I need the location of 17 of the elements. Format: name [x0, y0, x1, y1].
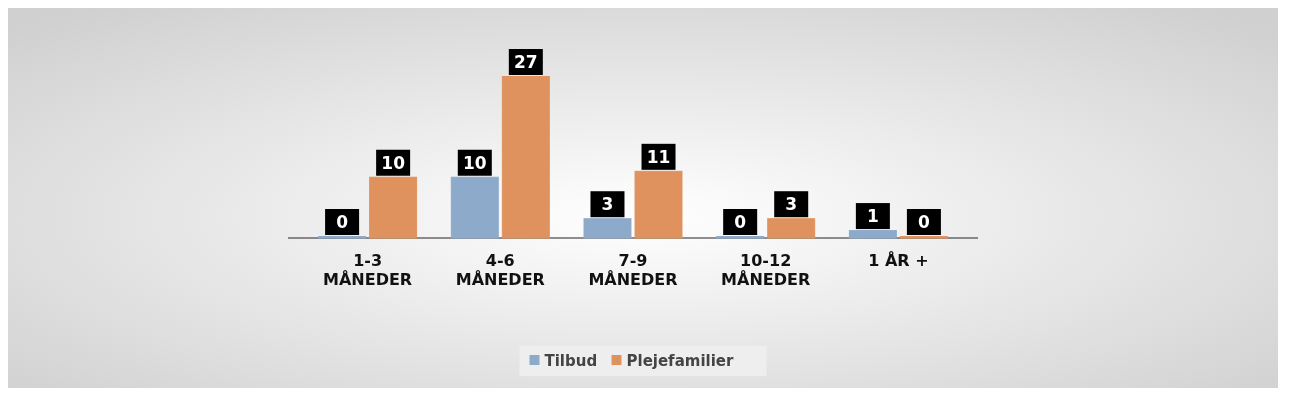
data-label: 10: [381, 152, 406, 173]
x-tick-label: 7-9 MÅNEDER: [588, 251, 678, 289]
legend-label: Tilbud: [544, 352, 598, 370]
data-label: 10: [462, 152, 487, 173]
x-tick-label: 10-12 MÅNEDER: [721, 251, 811, 289]
x-tick-label: 1 ÅR +: [868, 251, 929, 270]
data-label: 0: [336, 212, 349, 232]
data-label: 0: [734, 212, 747, 232]
data-label: 27: [513, 52, 538, 72]
data-label: 0: [917, 212, 930, 232]
x-tick-label: 1-3 MÅNEDER: [323, 251, 413, 289]
x-tick-label: 4-6 MÅNEDER: [455, 251, 545, 289]
data-label: 1: [866, 206, 879, 227]
data-label: 3: [601, 194, 614, 215]
data-label: 11: [646, 146, 671, 167]
data-label: 3: [785, 194, 798, 215]
legend-label: Plejefamilier: [626, 352, 734, 370]
